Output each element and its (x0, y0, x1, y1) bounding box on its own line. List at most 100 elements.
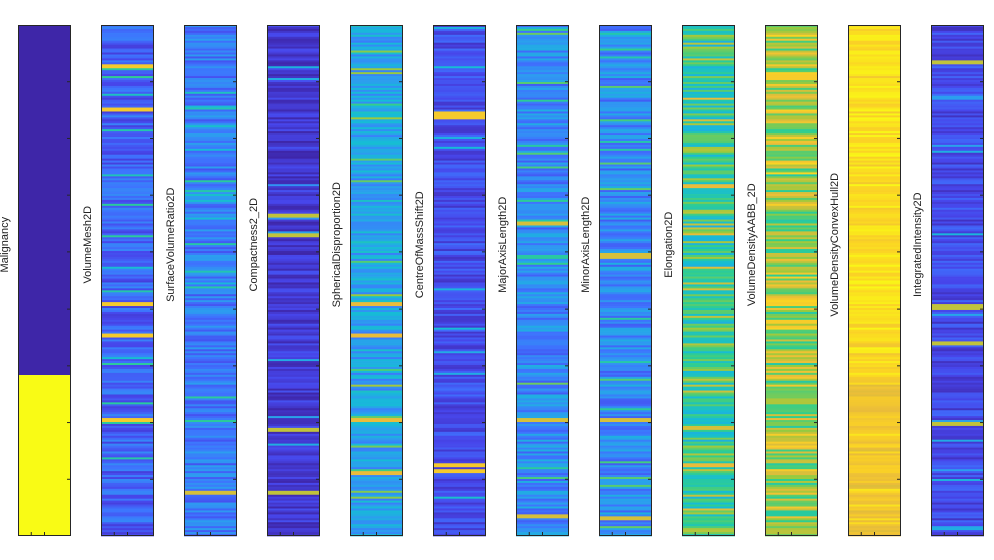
heatmap-cell (931, 176, 984, 179)
heatmap-cell (350, 76, 403, 79)
heatmap-cell (184, 386, 237, 389)
heatmap-cell (516, 394, 569, 397)
heatmap-cell (184, 313, 237, 317)
heatmap-cell (931, 453, 984, 456)
heatmap-cell (350, 443, 403, 446)
heatmap-cell (267, 138, 320, 142)
heatmap-cell (516, 396, 569, 399)
heatmap-cell (931, 199, 984, 203)
column-MajorAxisLength2D: MajorAxisLength2D (497, 25, 569, 537)
heatmap-cell (184, 229, 237, 232)
heatmap-cell (516, 195, 569, 199)
heatmap-cell (848, 447, 901, 450)
heatmap-cell (516, 473, 569, 476)
heatmap-cell (433, 339, 486, 342)
heatmap-cell (848, 451, 901, 454)
heatmap-cell (599, 311, 652, 315)
heatmap-cell (350, 359, 403, 362)
heatmap-cell (350, 184, 403, 187)
heatmap-cell (848, 42, 901, 46)
heatmap-cell (433, 372, 486, 376)
heatmap-cell (516, 276, 569, 279)
heatmap-cell (516, 368, 569, 372)
heatmap-cell (516, 296, 569, 299)
heatmap-cell (184, 365, 237, 368)
heatmap-cell (101, 251, 154, 254)
heatmap-cell (516, 302, 569, 305)
heatmap-cell (433, 268, 486, 272)
heatmap-cell (599, 288, 652, 291)
heatmap-cell (599, 144, 652, 148)
heatmap-cell (433, 68, 486, 71)
heatmap-cell (516, 48, 569, 51)
heatmap-cell (350, 30, 403, 34)
heatmap-cell (267, 337, 320, 340)
heatmap-cell (599, 425, 652, 429)
heatmap-cell (350, 97, 403, 101)
heatmap-cell (682, 300, 735, 303)
heatmap-cell (101, 256, 154, 260)
heatmap-cell (682, 410, 735, 413)
heatmap-cell (931, 82, 984, 85)
heatmap-cell (184, 182, 237, 185)
heatmap-cell (848, 107, 901, 110)
heatmap-cell (682, 148, 735, 152)
heatmap-cell (765, 34, 818, 38)
heatmap-cell (184, 416, 237, 419)
heatmap-cell (350, 266, 403, 270)
heatmap-cell (682, 315, 735, 319)
heatmap-cell (433, 207, 486, 211)
heatmap-cell (765, 347, 818, 350)
heatmap-cell (516, 292, 569, 295)
heatmap-cell (931, 382, 984, 386)
heatmap-cell (184, 56, 237, 59)
heatmap-cell (267, 323, 320, 327)
heatmap-cell (433, 300, 486, 303)
heatmap-cell (267, 195, 320, 199)
heatmap-cell (101, 298, 154, 301)
heatmap-cell (350, 317, 403, 321)
heatmap-cell (848, 190, 901, 193)
heatmap-cell (267, 197, 320, 201)
heatmap-cell (516, 64, 569, 67)
heatmap-cell (848, 496, 901, 500)
heatmap-cell (599, 117, 652, 120)
heatmap-cell (184, 463, 237, 466)
heatmap-cell (101, 211, 154, 215)
heatmap-cell (184, 382, 237, 386)
heatmap-cell (765, 217, 818, 220)
heatmap-cell (433, 453, 486, 456)
heatmap-cell (599, 133, 652, 136)
heatmap-cell (516, 471, 569, 474)
heatmap-cell (765, 398, 818, 401)
heatmap-cell (101, 390, 154, 393)
heatmap-cell (350, 50, 403, 53)
heatmap-cell (433, 508, 486, 511)
heatmap-cell (516, 148, 569, 152)
heatmap-cell (848, 207, 901, 211)
heatmap-cell (931, 425, 984, 429)
heatmap-cell (516, 449, 569, 452)
heatmap-cell (682, 32, 735, 36)
heatmap-cell (350, 480, 403, 484)
heatmap-cell (184, 524, 237, 527)
heatmap-cell (765, 306, 818, 309)
heatmap-cell (350, 420, 403, 423)
heatmap-cell (848, 178, 901, 181)
heatmap-cell (765, 528, 818, 531)
heatmap-cell (765, 264, 818, 268)
heatmap-cell (931, 500, 984, 503)
heatmap-cell (101, 30, 154, 34)
heatmap-cell (931, 188, 984, 191)
heatmap-cell (184, 359, 237, 362)
heatmap-cell (765, 337, 818, 340)
heatmap-cell (931, 127, 984, 130)
heatmap-cell (931, 486, 984, 490)
heatmap-cell (433, 121, 486, 124)
heatmap-cell (184, 482, 237, 486)
heatmap-cell (516, 386, 569, 389)
heatmap-cell (599, 188, 652, 191)
heatmap-cell (267, 83, 320, 87)
heatmap-cell (101, 227, 154, 230)
heatmap-cell (101, 78, 154, 81)
